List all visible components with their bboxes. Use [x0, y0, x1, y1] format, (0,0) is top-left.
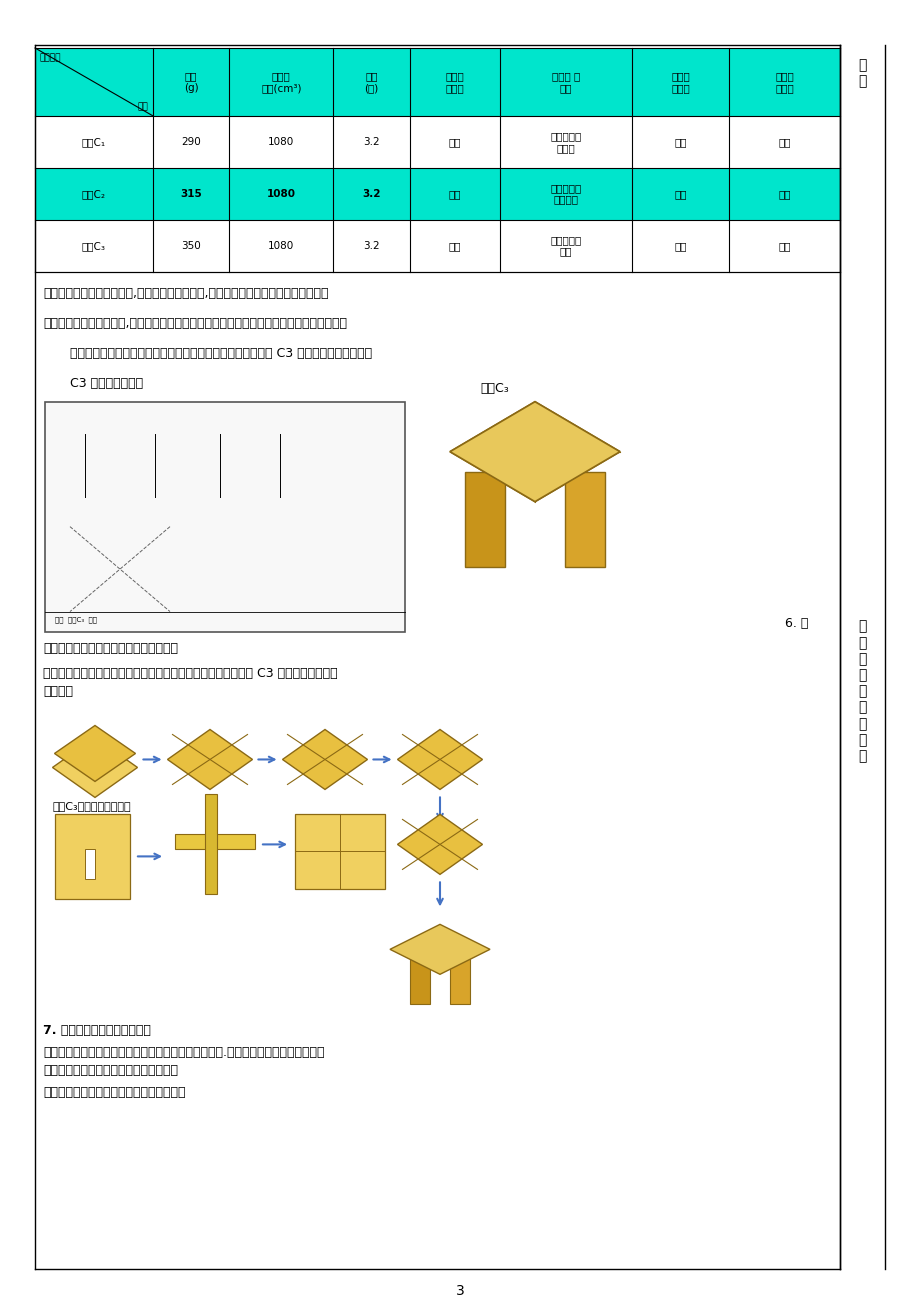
Polygon shape: [390, 924, 490, 974]
Polygon shape: [167, 729, 252, 789]
Text: 3.2: 3.2: [363, 137, 380, 147]
Text: 一般: 一般: [777, 241, 789, 251]
Bar: [205, 417, 295, 501]
Polygon shape: [410, 954, 429, 1004]
Bar: [210, 422, 289, 434]
Text: 较好: 较好: [448, 189, 460, 199]
Text: 主要考查设计方案是否可行,进行各种测试、评估,以及优化设计方案、完善产品原型。: 主要考查设计方案是否可行,进行各种测试、评估,以及优化设计方案、完善产品原型。: [43, 286, 328, 299]
Bar: [85, 849, 95, 879]
Text: 评估指标: 评估指标: [40, 53, 62, 62]
Polygon shape: [449, 402, 619, 501]
Text: 3.2: 3.2: [363, 241, 380, 251]
Polygon shape: [52, 737, 137, 797]
Text: 3.2: 3.2: [362, 189, 380, 199]
Bar: [35, 220, 839, 272]
Text: 一般，受力
不均易倒: 一般，受力 不均易倒: [550, 184, 581, 204]
Polygon shape: [464, 471, 505, 566]
Text: 3: 3: [455, 1284, 464, 1298]
Text: 使用便
利程度: 使用便 利程度: [670, 72, 689, 92]
Bar: [77, 490, 163, 496]
Text: 产品简介：本产品是一款专门为小朋友外出活动设计的.便携式小凳。它自重轻，体积: 产品简介：本产品是一款专门为小朋友外出活动设计的.便携式小凳。它自重轻，体积: [43, 1047, 324, 1060]
Text: 6. 根: 6. 根: [784, 617, 808, 630]
Text: 方案: 方案: [137, 102, 148, 111]
Polygon shape: [397, 815, 482, 875]
Text: 1080: 1080: [267, 189, 296, 199]
Text: 质量
(g): 质量 (g): [184, 72, 199, 92]
Text: 较好: 较好: [448, 241, 460, 251]
Text: C3 的设计三视图。: C3 的设计三视图。: [70, 376, 143, 389]
Bar: [65, 522, 175, 617]
Text: 过程图。: 过程图。: [43, 685, 73, 698]
Text: 方案C₂: 方案C₂: [82, 189, 106, 199]
Text: 较好: 较好: [674, 189, 686, 199]
Bar: [205, 794, 217, 894]
Polygon shape: [397, 729, 482, 789]
Text: 容易: 容易: [777, 189, 789, 199]
Text: 较好: 较好: [674, 137, 686, 147]
Polygon shape: [282, 729, 367, 789]
Text: 拆卸后
体积(cm³): 拆卸后 体积(cm³): [261, 72, 301, 92]
Text: 方案C₃: 方案C₃: [82, 241, 106, 251]
Text: 较好: 较好: [674, 241, 686, 251]
Text: 较好，结构
稳定: 较好，结构 稳定: [550, 236, 581, 256]
Text: 加工难
易程度: 加工难 易程度: [775, 72, 793, 92]
Text: 据绘制的加工图样进行了产品原型的制作: 据绘制的加工图样进行了产品原型的制作: [43, 642, 177, 655]
Text: 小，携带方便；拆卸、组装的方法简单。: 小，携带方便；拆卸、组装的方法简单。: [43, 1064, 177, 1077]
Text: 290: 290: [181, 137, 200, 147]
Bar: [35, 48, 839, 116]
Text: 方案C₃的制作过程分解图: 方案C₃的制作过程分解图: [53, 802, 131, 811]
Text: 350: 350: [181, 241, 200, 251]
Text: 经过测试和评估，对照设计要求，在使用五夹板材料的方案中 C3 是较理想的设计方案。: 经过测试和评估，对照设计要求，在使用五夹板材料的方案中 C3 是较理想的设计方案…: [70, 346, 371, 359]
Polygon shape: [449, 954, 470, 1004]
Text: 1080: 1080: [268, 137, 294, 147]
Bar: [35, 168, 839, 220]
Text: 造型精
美程度: 造型精 美程度: [445, 72, 464, 92]
Text: 较差，左右
易摇晃: 较差，左右 易摇晃: [550, 132, 581, 152]
Bar: [213, 490, 287, 496]
Text: 产品构成：中空式凳面，凳脚板（两块）。: 产品构成：中空式凳面，凳脚板（两块）。: [43, 1086, 186, 1099]
Polygon shape: [449, 402, 619, 501]
Text: 1080: 1080: [268, 241, 294, 251]
Polygon shape: [564, 471, 605, 566]
Text: 小凳  方案C₃  制作: 小凳 方案C₃ 制作: [55, 617, 96, 624]
Bar: [73, 422, 167, 434]
Text: 较好: 较好: [448, 137, 460, 147]
Text: 315: 315: [180, 189, 202, 199]
Text: 7. 便携式小板凳使用说明书：: 7. 便携式小板凳使用说明书：: [43, 1025, 151, 1038]
Bar: [55, 815, 130, 900]
Text: 结构稳 定
程度: 结构稳 定 程度: [551, 72, 579, 92]
Bar: [295, 815, 384, 889]
Polygon shape: [54, 725, 135, 781]
Bar: [65, 417, 175, 501]
Text: 容易: 容易: [777, 137, 789, 147]
Text: 综合考虑了各方面的因素,对三种设计方案和产品进行较为全面的评估。三个方案评估如下。: 综合考虑了各方面的因素,对三种设计方案和产品进行较为全面的评估。三个方案评估如下…: [43, 316, 346, 329]
Bar: [35, 116, 839, 168]
Text: 在经过锯、削、刨、磨和装配等几道工序之后，设计制作出生产 C3 方案的产品原型的: 在经过锯、削、刨、磨和装配等几道工序之后，设计制作出生产 C3 方案的产品原型的: [43, 667, 337, 680]
Text: 成本
(元): 成本 (元): [364, 72, 379, 92]
Bar: [45, 402, 404, 631]
Text: 方案C₃: 方案C₃: [480, 381, 509, 395]
Text: 方案C₁: 方案C₁: [82, 137, 106, 147]
Text: 分
析
题
目
、
总
结
方
法: 分 析 题 目 、 总 结 方 法: [857, 620, 866, 763]
Bar: [175, 835, 255, 849]
Text: 知
识: 知 识: [857, 59, 866, 89]
